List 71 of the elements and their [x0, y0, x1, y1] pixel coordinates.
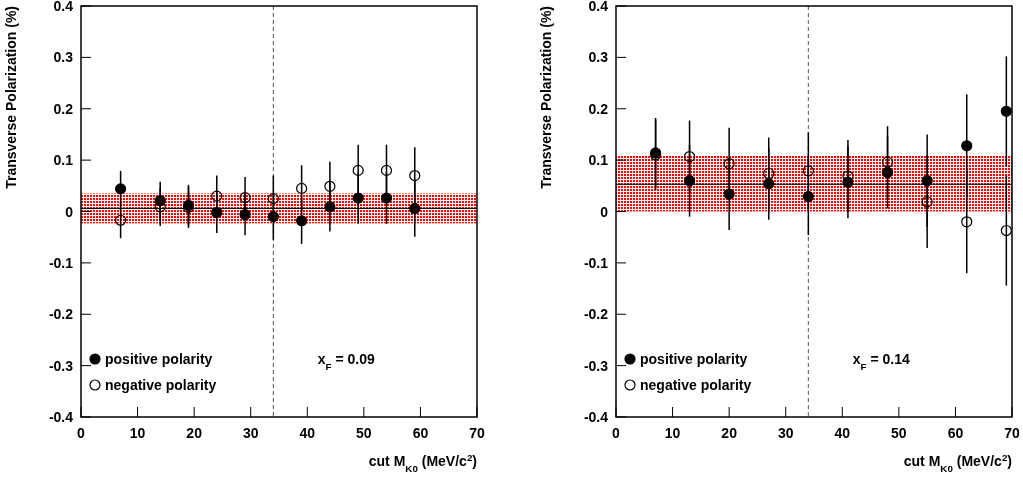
y-tick-label: -0.3 [583, 357, 609, 374]
point [380, 164, 393, 176]
y-tick-label: 0 [600, 203, 609, 220]
y-tick-label: 0 [65, 203, 74, 220]
y-tick-label: -0.1 [48, 254, 74, 271]
y-tick-label: 0.1 [588, 152, 609, 169]
y-tick-label: 0.4 [588, 0, 609, 14]
annotation: x$_{F}$ = 0.09 [317, 351, 376, 372]
point [881, 156, 894, 168]
x-tick-label: 10 [664, 425, 681, 441]
x-tick-label: 0 [612, 425, 621, 441]
point [961, 140, 973, 152]
y-tick-label: 0.3 [53, 49, 74, 66]
point [921, 196, 933, 208]
point [267, 193, 279, 205]
x-tick-label: 50 [891, 425, 907, 441]
point [763, 167, 775, 180]
point [1000, 224, 1012, 237]
point [409, 169, 421, 182]
y-axis-title: Transverse Polarization (%) [3, 6, 19, 189]
legend-label: positive polarity [640, 351, 748, 367]
x-tick-label: 30 [242, 425, 259, 441]
y-tick-label: 0.4 [53, 0, 74, 14]
point [802, 191, 814, 203]
x-tick-label: 0 [77, 425, 86, 441]
y-tick-label: 0.1 [53, 152, 74, 169]
point [115, 214, 127, 226]
y-tick-label: 0.3 [588, 49, 609, 66]
point [723, 158, 735, 170]
point [683, 150, 696, 163]
point [296, 182, 308, 194]
y-tick-label: -0.2 [583, 306, 609, 323]
legend-label: negative polarity [105, 377, 217, 393]
point [239, 192, 251, 204]
point [352, 192, 364, 204]
point [1000, 105, 1012, 117]
point [683, 175, 696, 187]
point [802, 165, 814, 177]
x-axis-title: cut M$_{K0}$ (MeV/c$^{2}$) [368, 451, 477, 474]
point [380, 192, 393, 204]
point [296, 215, 308, 227]
point [324, 180, 336, 192]
y-tick-label: 0.2 [53, 100, 74, 117]
y-tick-label: -0.2 [48, 306, 74, 323]
legend-label: negative polarity [640, 377, 752, 393]
point [211, 190, 223, 202]
point [961, 216, 973, 228]
y-tick-label: -0.4 [583, 409, 609, 425]
annotation: x$_{F}$ = 0.14 [852, 351, 911, 372]
x-tick-label: 70 [1004, 425, 1020, 441]
x-tick-label: 40 [299, 425, 316, 441]
y-axis-title: Transverse Polarization (%) [538, 6, 554, 189]
point [267, 211, 279, 223]
x-tick-label: 20 [186, 425, 203, 441]
x-tick-label: 70 [469, 425, 485, 441]
x-tick-label: 40 [834, 425, 851, 441]
x-tick-label: 50 [356, 425, 372, 441]
y-tick-label: 0.2 [588, 100, 609, 117]
point [352, 164, 364, 176]
y-tick-label: -0.3 [48, 357, 74, 374]
y-tick-label: -0.4 [48, 409, 74, 425]
point [115, 183, 127, 195]
x-tick-label: 60 [947, 425, 964, 441]
x-tick-label: 10 [129, 425, 146, 441]
x-tick-label: 20 [721, 425, 738, 441]
x-axis-title: cut M$_{K0}$ (MeV/c$^{2}$) [903, 451, 1012, 474]
x-tick-label: 30 [777, 425, 794, 441]
y-tick-label: -0.1 [583, 254, 609, 271]
legend-label: positive polarity [105, 351, 213, 367]
point [409, 202, 421, 215]
x-tick-label: 60 [412, 425, 429, 441]
